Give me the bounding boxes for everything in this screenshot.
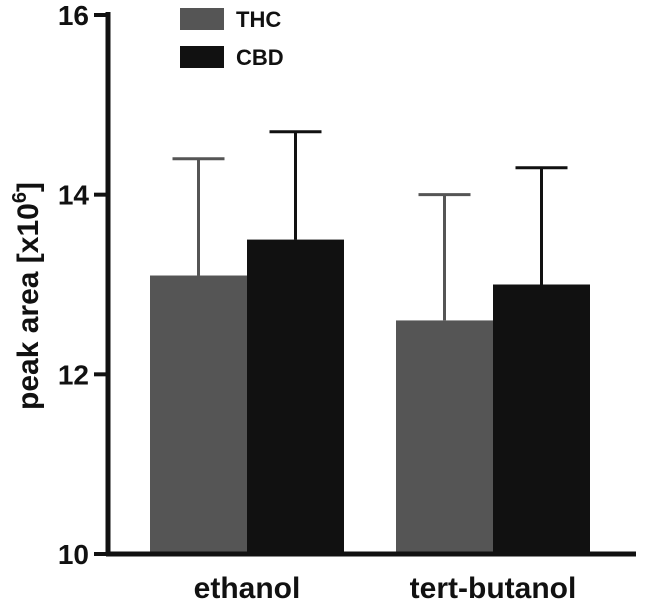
bar-thc-tert-butanol: [396, 320, 493, 554]
x-labels-layer: ethanol tert-butanol: [194, 572, 577, 605]
y-axis-title: peak area [x106]: [9, 182, 45, 410]
bar-cbd-ethanol: [247, 239, 344, 555]
legend-swatch-thc: [180, 8, 224, 30]
y-ticks-layer: 10 12 14 16: [58, 0, 108, 570]
error-bars-layer: [172, 130, 568, 321]
legend-label-thc: THC: [236, 7, 281, 32]
bar-cbd-tert-butanol: [493, 284, 590, 554]
legend-label-cbd: CBD: [236, 45, 284, 70]
x-tick-label-ethanol: ethanol: [194, 572, 301, 605]
y-axis-title-suffix: ]: [12, 182, 45, 192]
legend: THC CBD: [180, 7, 284, 70]
y-axis-title-main: peak area [x10: [12, 203, 45, 410]
y-tick-label-16: 16: [58, 0, 89, 31]
y-tick-label-14: 14: [58, 180, 90, 211]
bar-thc-ethanol: [150, 275, 247, 554]
y-tick-label-10: 10: [58, 539, 89, 570]
bars-layer: [150, 239, 590, 555]
y-axis-title-superscript: 6: [9, 192, 31, 203]
legend-swatch-cbd: [180, 46, 224, 68]
x-tick-label-tert-butanol: tert-butanol: [410, 572, 577, 605]
y-tick-label-12: 12: [58, 359, 89, 390]
